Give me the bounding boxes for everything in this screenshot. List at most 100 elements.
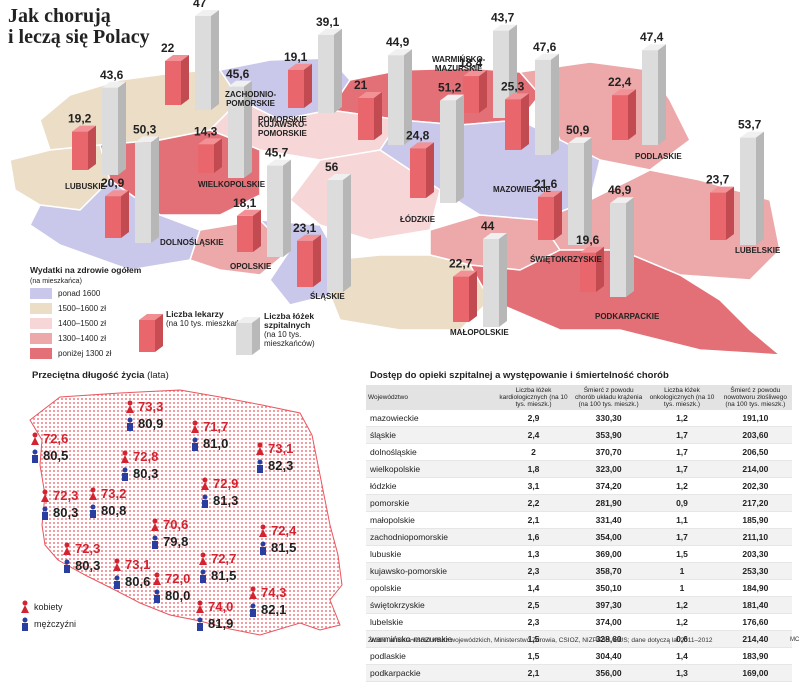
- male-row: 80,8: [88, 502, 126, 519]
- region-label: POMORSKIE: [258, 115, 307, 124]
- table-row: małopolskie 2,1 331,40 1,1 185,90: [366, 511, 792, 529]
- life-cell: 74,3 82,1: [248, 584, 286, 618]
- voivodeship-cell: łódzkie: [366, 477, 495, 495]
- female-life-value: 71,7: [203, 419, 229, 434]
- doctors-value: 20,9: [101, 176, 125, 190]
- value-cell: 217,20: [718, 494, 792, 512]
- male-life-value: 80,5: [43, 448, 69, 463]
- female-life-value: 74,3: [261, 585, 287, 600]
- beds-value: 46,9: [608, 183, 632, 197]
- value-cell: 328,60: [572, 630, 646, 648]
- voivodeship-cell: świętokrzyskie: [366, 596, 495, 614]
- value-cell: 1,4: [495, 579, 573, 597]
- table-row: śląskie 2,4 353,90 1,7 203,60: [366, 426, 792, 444]
- spending-legend-heading: Wydatki na zdrowie ogółem (na mieszkańca): [30, 265, 142, 285]
- value-cell: 206,50: [718, 443, 792, 461]
- value-cell: 397,30: [572, 596, 646, 614]
- doctors-bar: [72, 125, 96, 170]
- region-label: WARMIŃSKO- MAZURSKIE: [432, 55, 486, 73]
- value-cell: 1,7: [645, 528, 719, 546]
- table-row: pomorskie 2,2 281,90 0,9 217,20: [366, 494, 792, 512]
- life-cell: 72,9 81,3: [200, 475, 238, 509]
- legend-item: 1400–1500 zł: [30, 316, 141, 331]
- value-cell: 0,6: [645, 630, 719, 648]
- female-icon: [126, 400, 134, 413]
- value-cell: 1,5: [495, 647, 573, 665]
- life-expectancy-title: Przeciętna długość życia (lata): [32, 370, 169, 381]
- beds-value: 50,9: [566, 123, 590, 137]
- beds-legend: Liczba łóżek szpitalnych (na 10 tys. mies…: [264, 311, 315, 349]
- life-cell: 73,1 80,6: [112, 556, 150, 590]
- region-label: ŚLĄSKIE: [310, 292, 345, 301]
- col-header: Śmierć z powodu chorób układu krążenia (…: [572, 385, 646, 410]
- value-cell: 2,2: [495, 494, 573, 512]
- life-cell: 73,2 80,8: [88, 485, 126, 519]
- female-row: 72,9: [200, 475, 238, 492]
- value-cell: 2,3: [495, 562, 573, 580]
- value-cell: 3,1: [495, 477, 573, 495]
- value-cell: 370,70: [572, 443, 646, 461]
- female-row: 73,3: [125, 398, 163, 415]
- male-row: 80,3: [62, 557, 100, 574]
- beds-value: 45,6: [226, 67, 250, 81]
- beds-bar: [388, 49, 412, 146]
- male-icon: [202, 494, 208, 508]
- beds-bar: [483, 233, 507, 327]
- female-life-value: 73,3: [138, 399, 164, 414]
- female-row: 73,1: [112, 556, 150, 573]
- male-life-value: 80,3: [133, 466, 159, 481]
- life-cell: 72,4 81,5: [258, 522, 296, 556]
- region-label: KUJAWSKO- POMORSKIE: [258, 120, 307, 138]
- male-icon: [127, 417, 133, 431]
- value-cell: 0,9: [645, 494, 719, 512]
- male-row: 80,6: [112, 573, 150, 590]
- female-row: 73,2: [88, 485, 126, 502]
- doctors-bar: [453, 270, 477, 322]
- region-label: OPOLSKIE: [230, 262, 272, 271]
- male-life-value: 79,8: [163, 534, 189, 549]
- life-cell: 72,3 80,3: [62, 540, 100, 574]
- value-cell: 304,40: [572, 647, 646, 665]
- beds-value: 47,4: [640, 30, 664, 44]
- value-cell: 331,40: [572, 511, 646, 529]
- male-row: 82,1: [248, 601, 286, 618]
- legend-swatch: [30, 318, 52, 329]
- male-icon: [122, 467, 128, 481]
- region-label: ŁÓDZKIE: [400, 215, 436, 224]
- male-life-value: 80,3: [75, 558, 101, 573]
- female-icon: [259, 524, 267, 537]
- legend-swatch: [30, 288, 52, 299]
- female-row: 72,6: [30, 430, 68, 447]
- male-row: 81,3: [200, 492, 238, 509]
- col-header: Liczba łóżek kardiologicznych (na 10 tys…: [495, 385, 573, 410]
- spending-legend: Wydatki na zdrowie ogółem (na mieszkańca)…: [30, 265, 141, 361]
- doctors-bar: [612, 89, 636, 140]
- male-row: 81,9: [195, 615, 233, 632]
- voivodeship-cell: wielkopolskie: [366, 460, 495, 478]
- voivodeship-cell: warmińsko-mazurskie: [366, 630, 495, 648]
- female-icon: [121, 450, 129, 463]
- beds-bar: [318, 28, 342, 113]
- voivodeship-cell: opolskie: [366, 579, 495, 597]
- female-row: 72,0: [152, 570, 190, 587]
- female-row: 72,3: [40, 487, 78, 504]
- female-life-value: 72,0: [165, 571, 191, 586]
- beds-bar: [568, 137, 592, 245]
- doctors-bar: [463, 70, 487, 113]
- gender-legend-male: mężczyźni: [20, 615, 76, 632]
- signature: MC: [790, 637, 800, 643]
- male-row: 79,8: [150, 533, 188, 550]
- legend-item: poniżej 1300 zł: [30, 346, 141, 361]
- female-life-value: 73,2: [101, 486, 127, 501]
- doctors-bar: [198, 138, 222, 173]
- life-cell: 74,0 81,9: [195, 598, 233, 632]
- value-cell: 2,1: [495, 664, 573, 682]
- life-cell: 73,1 82,3: [255, 440, 293, 474]
- region-label: MAŁOPOLSKIE: [450, 328, 509, 337]
- doctors-value: 21,6: [534, 177, 558, 191]
- value-cell: 1,2: [645, 613, 719, 631]
- beds-value: 50,3: [133, 122, 157, 136]
- male-icon: [152, 535, 158, 549]
- value-cell: 214,40: [718, 630, 792, 648]
- doctors-legend: Liczba lekarzy (na 10 tys. mieszkańców): [166, 309, 257, 329]
